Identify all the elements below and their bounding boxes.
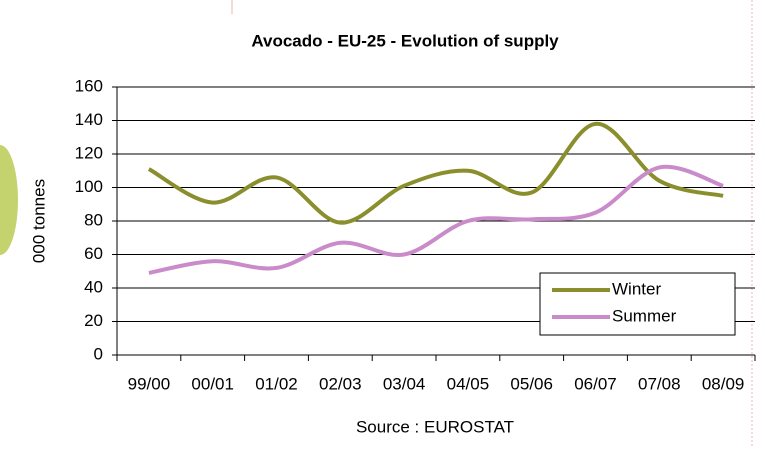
y-tick-label: 0 <box>94 344 103 363</box>
x-tick-label: 03/04 <box>383 374 426 393</box>
x-tick-label: 00/01 <box>191 374 234 393</box>
line <box>148 164 724 275</box>
source: Source : EUROSTAT <box>356 417 514 436</box>
legend-box <box>539 272 736 336</box>
x-tick-label: 99/00 <box>128 374 171 393</box>
x-tick-label: 05/06 <box>510 374 553 393</box>
x-tick-label: 06/07 <box>574 374 617 393</box>
y-tick-label: 20 <box>84 311 103 330</box>
x-tick-label: 07/08 <box>638 374 681 393</box>
y-tick-label: 160 <box>75 76 103 95</box>
y-tick-label: 80 <box>84 210 103 229</box>
chart-title: Avocado - EU-25 - Evolution of supply <box>251 31 559 50</box>
y-tick-label: 120 <box>75 143 103 162</box>
y-axis-label: 000 tonnes <box>29 179 48 263</box>
y-tick-label: 60 <box>84 244 103 263</box>
x-tick-label: 08/09 <box>702 374 745 393</box>
line <box>147 121 724 225</box>
y-tick-label: 140 <box>75 110 103 129</box>
x-tick-label: 01/02 <box>255 374 298 393</box>
decor-fruit <box>0 145 18 255</box>
x-tick-label: 04/05 <box>447 374 490 393</box>
legend-label: Summer <box>612 306 677 325</box>
y-tick-label: 40 <box>84 277 103 296</box>
x-tick-label: 02/03 <box>319 374 362 393</box>
y-tick-label: 100 <box>75 177 103 196</box>
legend-label: Winter <box>612 279 661 298</box>
